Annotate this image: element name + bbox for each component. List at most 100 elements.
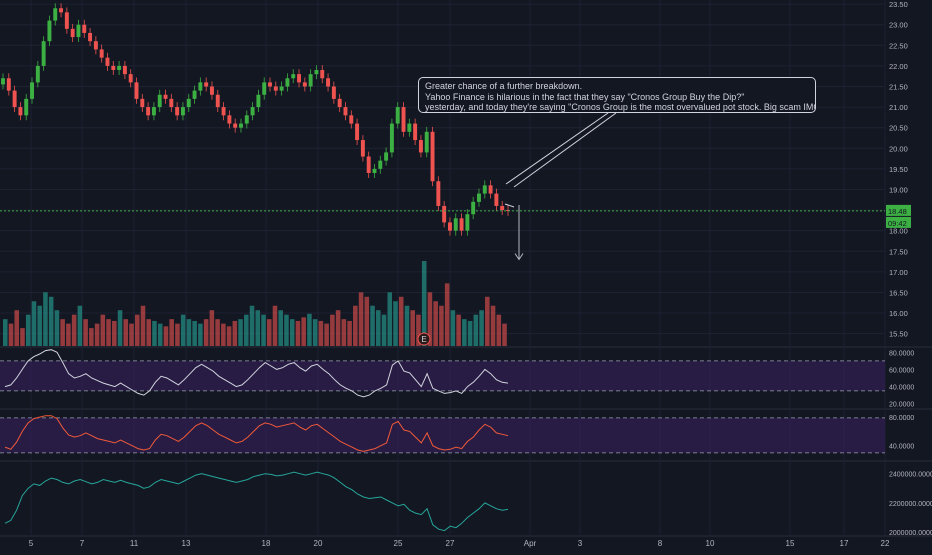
indicator-lines: [4, 349, 509, 532]
volume-bar: [244, 314, 249, 346]
volume-bar: [485, 296, 490, 346]
callout-pointer: [513, 112, 617, 188]
volume-bar: [272, 305, 278, 346]
volume-bar: [169, 319, 174, 346]
candle-body: [500, 205, 505, 211]
candle-body: [297, 74, 302, 83]
candle-body: [250, 107, 255, 116]
candle-body: [453, 218, 458, 231]
indicator-tick-label: 40.0000: [889, 385, 914, 392]
candle-body: [268, 82, 272, 87]
volume-bar: [106, 319, 111, 346]
volume-bar: [421, 261, 427, 346]
volume-bar: [48, 296, 54, 346]
candle-body: [41, 41, 46, 66]
annotation-callout[interactable]: Greater chance of a further breakdown. Y…: [418, 77, 816, 113]
candle-body: [53, 8, 58, 21]
price-tick-label: 17.50: [889, 247, 908, 256]
countdown-label: 09:42: [888, 219, 907, 228]
volume-bar: [54, 310, 60, 346]
price-tick-label: 23.00: [889, 21, 908, 30]
candle-body: [18, 107, 23, 116]
candle-body: [70, 28, 75, 38]
x-tick-label: 17: [840, 539, 849, 548]
candle-body: [111, 65, 116, 71]
x-tick-label: 22: [881, 539, 890, 548]
candle-body: [436, 181, 441, 206]
candle-body: [285, 78, 290, 87]
candle-body: [215, 94, 220, 108]
x-tick-label: 15: [786, 539, 795, 548]
price-tick-label: 20.00: [889, 144, 908, 153]
x-tick-label: 8: [658, 539, 663, 548]
price-candles: [1, 3, 510, 236]
indicator-bands: [0, 360, 885, 454]
candle-body: [447, 222, 452, 231]
candle-body: [273, 86, 278, 91]
candle-body: [76, 24, 81, 38]
price-tick-label: 23.50: [889, 0, 908, 9]
x-tick-label: 7: [80, 539, 85, 548]
volume-bar: [444, 283, 450, 346]
candle-body: [471, 201, 476, 215]
candle-body: [360, 140, 365, 157]
volume-bar: [89, 328, 94, 346]
volume-bar: [376, 310, 381, 346]
candle-body: [99, 49, 104, 58]
volume-bar: [335, 310, 341, 346]
candle-body: [157, 94, 162, 108]
indicator-tick-label: 2200000.0000: [889, 501, 932, 508]
candle-body: [314, 70, 319, 75]
volume-bar: [467, 320, 473, 346]
candle-body: [482, 185, 487, 194]
volume-bar: [25, 314, 31, 346]
candle-body: [233, 123, 238, 128]
candle-body: [151, 107, 156, 116]
volume-bar: [66, 323, 71, 346]
volume-bar: [393, 301, 398, 346]
earnings-marker: [417, 332, 431, 346]
candle-body: [320, 70, 325, 79]
x-tick-label: 10: [706, 539, 715, 548]
indicator-tick-label: 20.0000: [889, 402, 914, 409]
indicator-line: [4, 471, 509, 532]
volume-bar: [83, 319, 88, 346]
break-marker: [504, 203, 515, 208]
volume-bar: [318, 320, 324, 346]
callout-pointer: [505, 112, 609, 185]
axes-labels: 5 7 11 13 18 20 25 27 Apr 3 8 10 15 17 22 23.50 23.00 22.…: [29, 0, 932, 548]
volume-bar: [71, 314, 77, 346]
volume-bar: [284, 314, 289, 346]
candle-body: [227, 115, 232, 124]
volume-bar: [203, 319, 209, 346]
volume-bars: E: [3, 261, 507, 346]
earnings-marker-label: E: [421, 335, 426, 344]
price-tick-label: 22.00: [889, 62, 908, 71]
x-tick-label: 20: [314, 539, 323, 548]
volume-bar: [77, 305, 83, 346]
volume-bar: [140, 305, 146, 346]
volume-bar: [129, 323, 134, 346]
candle-body: [64, 12, 69, 29]
volume-bar: [163, 326, 169, 346]
candle-body: [349, 115, 354, 124]
volume-bar: [43, 292, 48, 346]
volume-bar: [255, 310, 261, 346]
candle-body: [494, 193, 499, 206]
volume-bar: [473, 314, 479, 346]
candle-body: [331, 86, 336, 99]
volume-bar: [146, 319, 152, 346]
candle-body: [459, 218, 464, 231]
candle-body: [59, 8, 64, 13]
indicator-band: [0, 417, 885, 453]
price-tick-label: 21.50: [889, 83, 908, 92]
volume-bar: [112, 320, 117, 346]
candle-body: [198, 82, 203, 91]
volume-bar: [266, 319, 272, 346]
candle-body: [88, 32, 93, 42]
volume-bar: [439, 305, 444, 346]
volume-bar: [278, 310, 283, 346]
volume-bar: [416, 314, 421, 346]
volume-bar: [100, 314, 106, 346]
